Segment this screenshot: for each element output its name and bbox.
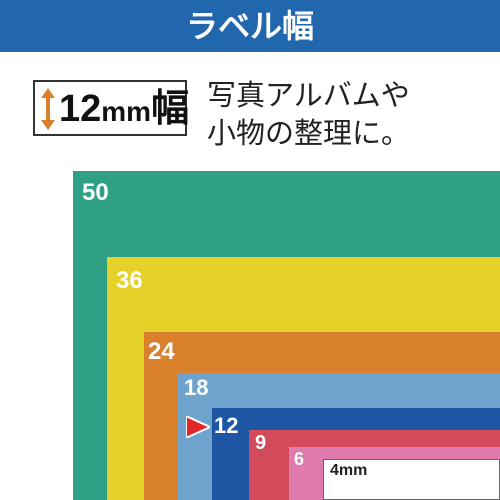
tape-12-label: 12 (214, 413, 239, 438)
header-banner: ラベル幅 (0, 0, 500, 52)
width-badge-suffix: 幅 (151, 88, 190, 130)
description-line-2: 小物の整理に。 (207, 116, 411, 150)
vertical-double-arrow-icon (41, 88, 55, 130)
description: 写真アルバムや 小物の整理に。 (207, 76, 410, 152)
description-line-1: 写真アルバムや (207, 78, 410, 112)
tape-9-label: 9 (255, 432, 267, 454)
tape-50-label: 50 (82, 179, 109, 206)
tape-24-label: 24 (148, 338, 175, 365)
tape-4: 4mm (323, 459, 500, 500)
tape-36-label: 36 (116, 267, 143, 294)
width-badge: 12mm幅 (33, 80, 189, 136)
width-badge-value: 12 (59, 88, 102, 130)
width-badge-label: 12mm幅 (59, 86, 189, 132)
red-triangle-icon (186, 416, 210, 438)
width-badge-unit: mm (101, 96, 152, 127)
tape-4-label: 4mm (330, 462, 368, 479)
tape-6-label: 6 (294, 449, 305, 469)
header-title: ラベル幅 (185, 8, 314, 44)
tape-18-label: 18 (184, 375, 209, 400)
